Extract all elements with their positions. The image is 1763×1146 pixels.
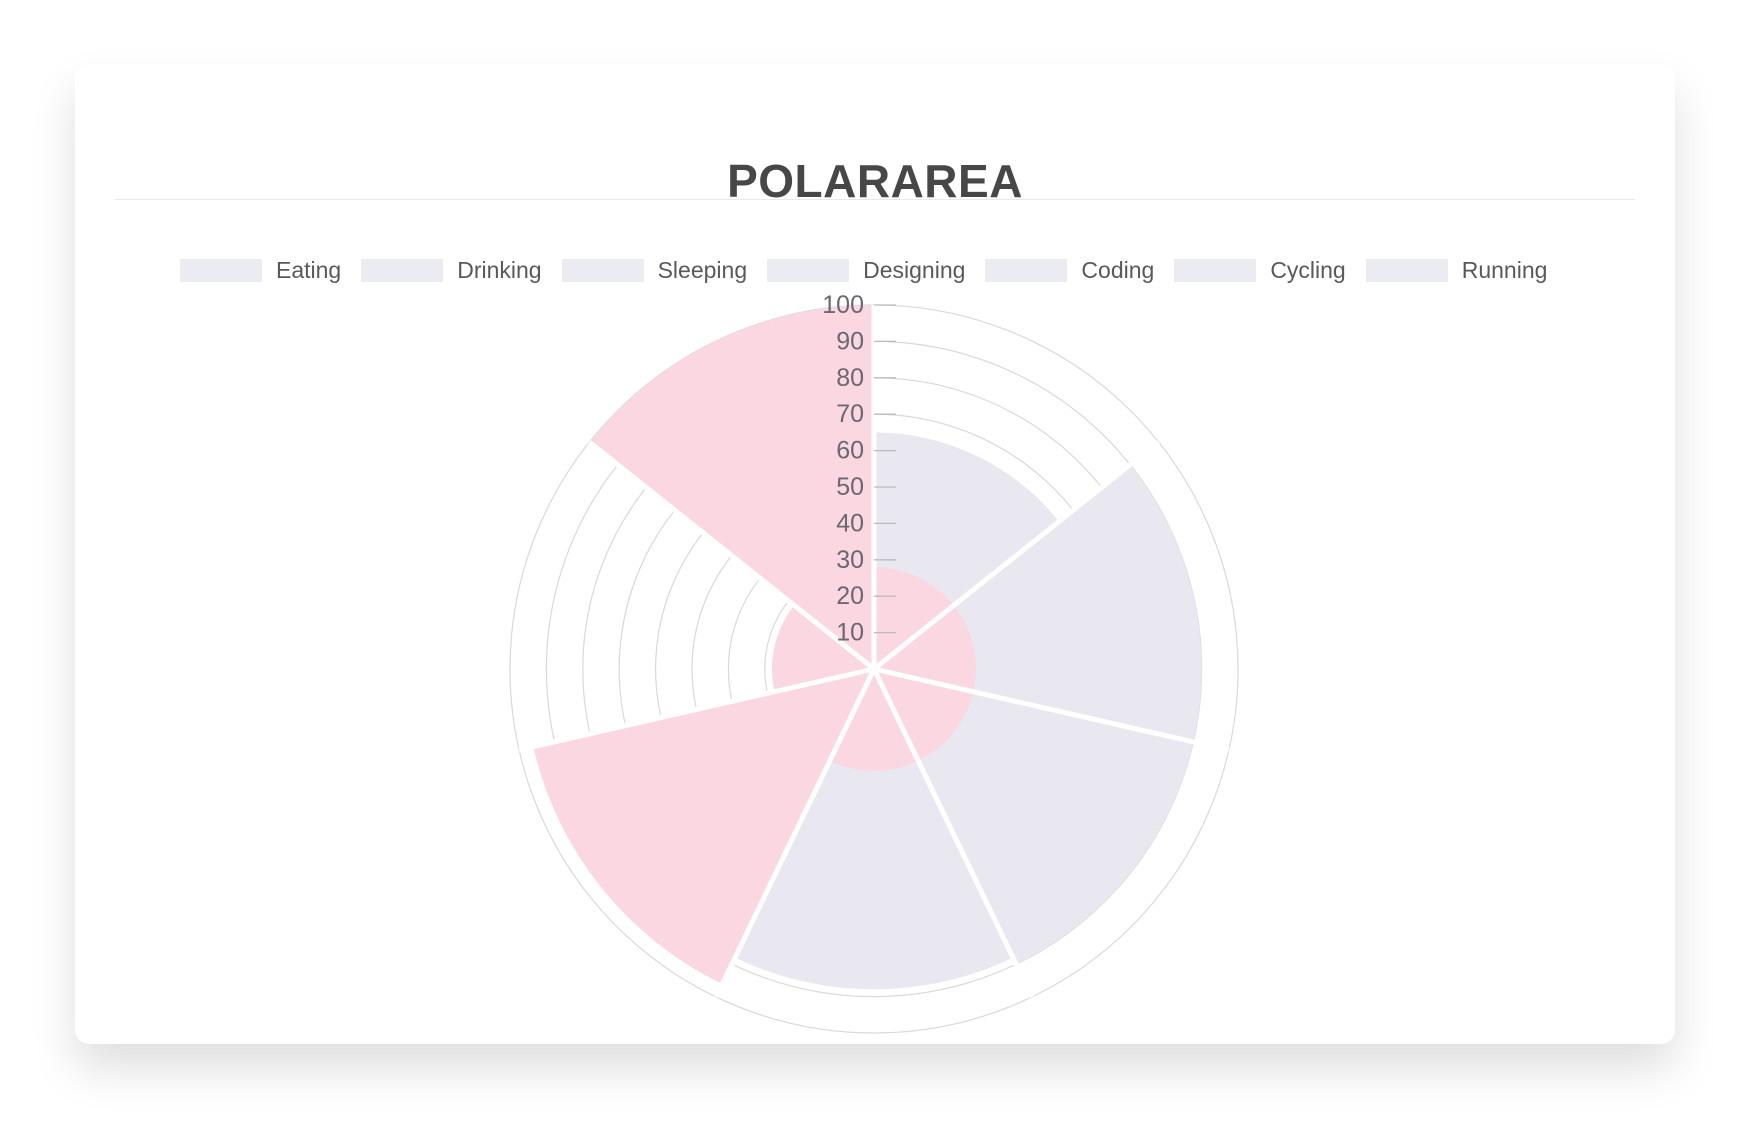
- svg-text:20: 20: [836, 582, 864, 610]
- svg-text:70: 70: [836, 400, 864, 428]
- svg-text:60: 60: [836, 437, 864, 465]
- svg-text:10: 10: [836, 619, 864, 647]
- svg-text:90: 90: [836, 327, 864, 355]
- svg-text:80: 80: [836, 364, 864, 392]
- svg-text:50: 50: [836, 473, 864, 501]
- svg-text:30: 30: [836, 546, 864, 574]
- svg-text:40: 40: [836, 509, 864, 537]
- svg-text:100: 100: [822, 291, 864, 319]
